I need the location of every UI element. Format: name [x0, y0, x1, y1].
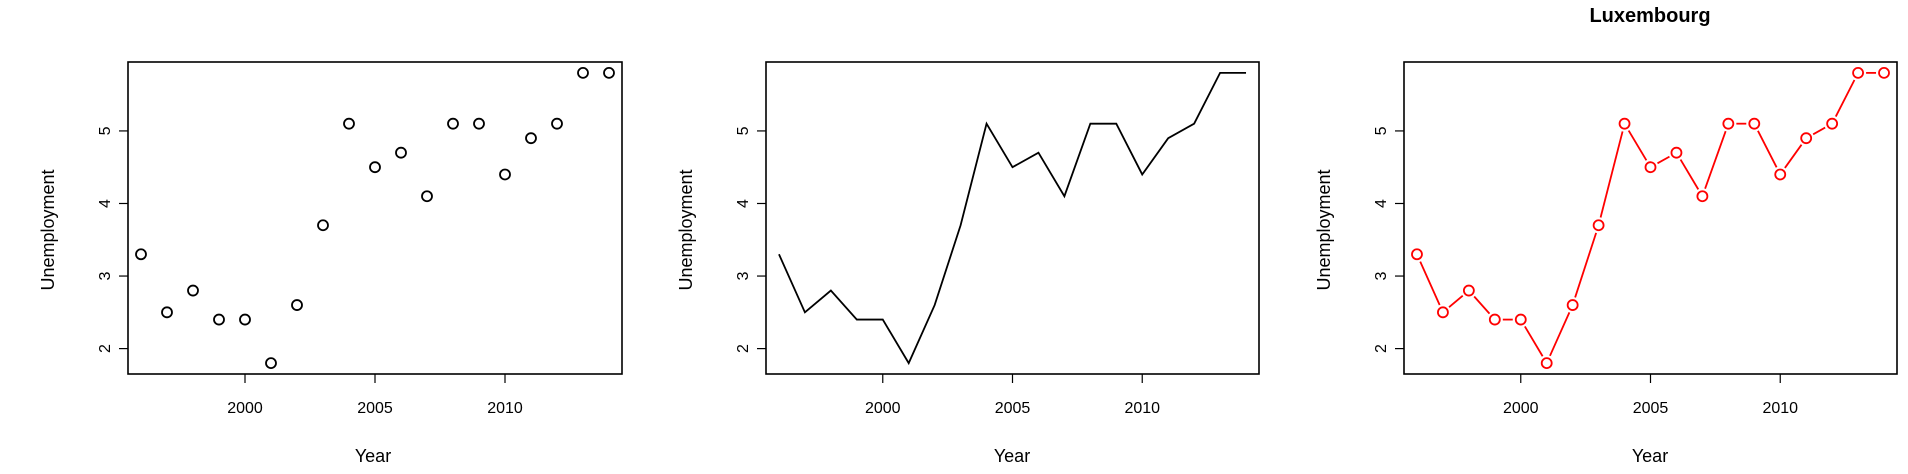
data-point: [1514, 313, 1527, 326]
x-tick-label: 2005: [1633, 400, 1669, 417]
data-point: [1774, 168, 1787, 181]
data-point: [1462, 284, 1475, 297]
x-tick-label: 2010: [487, 400, 523, 417]
data-point: [499, 168, 511, 181]
data-point: [603, 66, 615, 79]
line-panel: Year Unemployment 2000 2005 2010 2 3 4 5: [676, 61, 1260, 466]
data-point: [1540, 357, 1553, 370]
data-point: [1696, 190, 1709, 203]
data-point: [577, 66, 589, 79]
data-point: [1852, 66, 1864, 79]
y-axis-title: Unemployment: [676, 169, 696, 290]
data-point: [395, 146, 407, 159]
x-axis-title: Year: [1632, 446, 1668, 466]
panel-title: Luxembourg: [1589, 5, 1710, 27]
series-segment: [1524, 325, 1544, 357]
y-tick-label: 4: [735, 199, 752, 208]
y-axis-title: Unemployment: [1314, 169, 1334, 290]
x-tick-label: 2000: [1503, 400, 1539, 417]
data-point: [187, 284, 199, 297]
data-point: [265, 357, 277, 370]
series-segment: [1574, 232, 1597, 298]
x-tick-label: 2005: [995, 400, 1031, 417]
series-segment: [1679, 159, 1700, 190]
data-point: [135, 248, 147, 261]
x-tick-label: 2010: [1124, 400, 1160, 417]
data-point: [551, 117, 563, 130]
x-axis-title: Year: [355, 446, 391, 466]
overplotted-panel: Luxembourg Year Unemployment 2000 2005 201…: [1314, 5, 1898, 466]
series-segment: [1834, 79, 1856, 117]
data-point: [213, 313, 225, 326]
y-tick-label: 5: [735, 126, 752, 135]
series-segment: [1757, 130, 1778, 168]
data-point: [525, 132, 537, 145]
data-point: [1566, 299, 1579, 311]
data-point: [317, 219, 329, 232]
series-segment: [1599, 131, 1624, 218]
y-tick-label: 2: [735, 344, 752, 353]
data-point: [1748, 117, 1761, 130]
data-point: [1592, 219, 1605, 232]
y-tick-label: 4: [1373, 199, 1390, 208]
x-tick-label: 2010: [1762, 400, 1798, 417]
y-tick-label: 3: [1373, 271, 1390, 280]
data-point: [239, 313, 251, 326]
data-point: [291, 299, 303, 311]
series-segment: [1704, 130, 1727, 190]
data-point: [1878, 66, 1890, 79]
series-line: [778, 71, 1247, 366]
series-segment: [1627, 130, 1648, 161]
plot-frame: [127, 61, 623, 375]
data-point: [1800, 132, 1813, 145]
data-point: [473, 117, 485, 130]
series-segment: [1784, 144, 1803, 169]
y-tick-label: 4: [97, 199, 114, 208]
data-point: [1644, 161, 1657, 174]
y-tick-label: 2: [97, 344, 114, 353]
x-tick-label: 2005: [357, 400, 393, 417]
y-tick-label: 3: [97, 271, 114, 280]
data-point: [369, 161, 381, 174]
plot-frame: [1403, 61, 1898, 375]
x-tick-label: 2000: [227, 400, 263, 417]
data-point: [161, 306, 173, 319]
data-point: [1411, 248, 1423, 261]
x-tick-label: 2000: [865, 400, 901, 417]
plot-frame: [765, 61, 1260, 375]
y-tick-label: 3: [735, 271, 752, 280]
series-segment: [1448, 295, 1464, 308]
data-point: [1670, 146, 1683, 159]
data-point: [421, 190, 433, 203]
data-point: [1722, 117, 1735, 130]
data-point: [1437, 306, 1449, 319]
data-point: [1618, 117, 1631, 130]
series-segment: [1473, 295, 1491, 315]
y-axis-title: Unemployment: [38, 169, 58, 290]
data-point: [1826, 117, 1839, 130]
series-segment: [1549, 312, 1571, 357]
data-point: [343, 117, 355, 130]
series-segment: [1657, 155, 1670, 165]
scatter-panel: Year Unemployment 2000 2005 2010 2 3 4 5: [38, 61, 623, 466]
series-segment: [1812, 126, 1826, 136]
y-tick-label: 2: [1373, 344, 1390, 353]
data-point: [447, 117, 459, 130]
y-tick-label: 5: [1373, 126, 1390, 135]
series-segment: [1419, 261, 1441, 306]
data-point: [1488, 313, 1501, 326]
y-tick-label: 5: [97, 126, 114, 135]
x-axis-title: Year: [994, 446, 1030, 466]
